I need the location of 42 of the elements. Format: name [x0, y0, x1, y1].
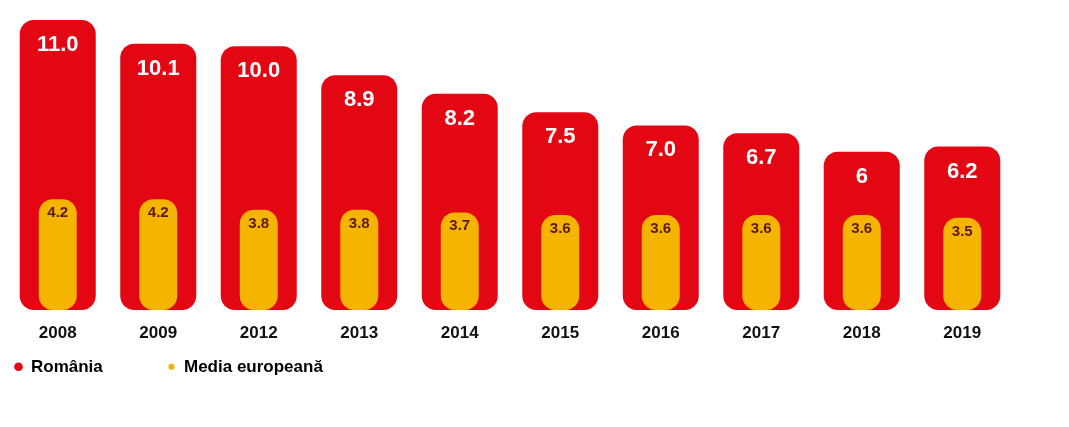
data-label: 3.6 [650, 219, 672, 237]
bar [139, 199, 178, 310]
x-tick-label: 2015 [541, 322, 580, 342]
bar [742, 215, 781, 310]
data-label: 7.5 [544, 123, 576, 149]
data-label: 3.5 [951, 221, 973, 239]
data-label: 4.2 [147, 203, 169, 221]
data-label: 6 [855, 162, 868, 188]
x-tick-label: 2012 [239, 322, 278, 342]
x-tick-label: 2017 [742, 322, 781, 342]
data-label: 7.0 [645, 136, 677, 162]
bar [541, 215, 580, 310]
bar [842, 215, 881, 310]
x-tick-label: 2014 [440, 322, 480, 342]
bar [943, 217, 982, 310]
data-label: 6.7 [745, 144, 777, 170]
data-label: 8.2 [444, 104, 476, 130]
data-label: 3.8 [348, 213, 370, 231]
bar [38, 199, 77, 310]
bar [340, 209, 379, 310]
x-tick-label: 2019 [943, 322, 982, 342]
data-label: 10.1 [136, 54, 180, 80]
x-tick-label: 2009 [139, 322, 178, 342]
data-label: 11.0 [36, 31, 79, 56]
data-label: 3.8 [248, 213, 270, 231]
legend-label: România [31, 356, 104, 376]
x-tick-label: 2013 [340, 322, 379, 342]
bar [440, 212, 479, 310]
data-label: 3.7 [449, 216, 471, 234]
x-tick-label: 2018 [842, 322, 881, 342]
data-label: 3.6 [851, 219, 873, 237]
bar [641, 215, 680, 310]
data-label: 3.6 [549, 219, 571, 237]
bar [239, 209, 278, 310]
x-tick-label: 2016 [641, 322, 680, 342]
x-tick-label: 2008 [38, 322, 77, 342]
data-label: 6.2 [946, 157, 978, 183]
data-label: 3.6 [750, 219, 772, 237]
data-label: 10.0 [237, 57, 281, 83]
legend-label: Media europeană [184, 356, 324, 376]
data-label: 8.9 [343, 86, 375, 112]
data-label: 4.2 [47, 203, 69, 221]
